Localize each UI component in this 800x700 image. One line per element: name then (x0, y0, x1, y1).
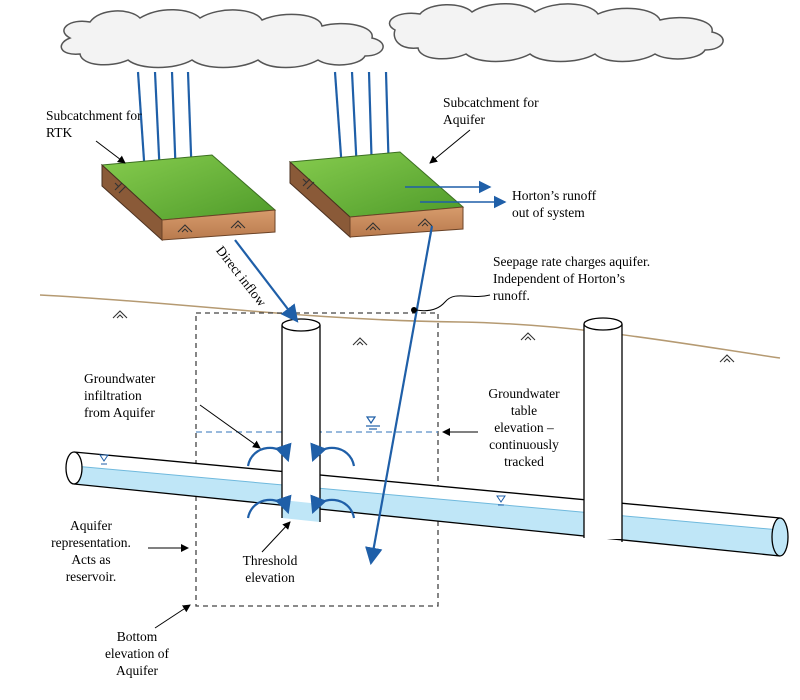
label-line: Subcatchment for (443, 95, 539, 110)
label-line: Groundwater (488, 386, 560, 401)
label-horton-runoff: Horton’s runoff out of system (512, 187, 596, 221)
water-level-icon (365, 416, 380, 430)
direct-inflow-arrow (234, 239, 299, 323)
aquifer-box (195, 312, 439, 607)
manhole-right (583, 317, 623, 542)
seepage-arrow (365, 225, 434, 566)
label-subcatchment-rtk: Subcatchment for RTK (46, 107, 142, 141)
label-line: Independent of Horton’s (493, 271, 625, 286)
pipe (65, 451, 789, 557)
label-line: Groundwater (84, 371, 156, 386)
label-line: Aquifer (70, 518, 112, 533)
label-threshold-elevation: Threshold elevation (230, 552, 310, 586)
label-line: Acts as (71, 552, 111, 567)
leader-lines (95, 129, 491, 629)
horton-runoff-arrows (405, 180, 507, 209)
label-bottom-elevation: Bottom elevation of Aquifer (92, 628, 182, 679)
label-line: runoff. (493, 288, 530, 303)
label-groundwater-table: Groundwater table elevation – continuous… (478, 385, 570, 470)
label-line: Aquifer (116, 663, 158, 678)
manhole-left (281, 318, 321, 522)
label-line: Aquifer (443, 112, 485, 127)
seepage-marker (411, 307, 417, 313)
subcatchment-block-rtk (100, 154, 277, 242)
label-line: RTK (46, 125, 73, 140)
label-line: infiltration (84, 388, 142, 403)
label-line: Bottom (116, 629, 158, 644)
soil-hatch-icon (112, 178, 735, 363)
label-line: out of system (512, 205, 585, 220)
label-groundwater-infiltration: Groundwater infiltration from Aquifer (84, 370, 155, 421)
label-line: Threshold (242, 553, 298, 568)
label-line: elevation – (494, 420, 554, 435)
label-line: Subcatchment for (46, 108, 142, 123)
infiltration-arc-icon (246, 442, 356, 519)
label-line: Seepage rate charges aquifer. (493, 254, 651, 269)
label-line: table (510, 403, 538, 418)
label-line: from Aquifer (84, 405, 155, 420)
label-line: Horton’s runoff (512, 188, 597, 203)
label-subcatchment-aquifer: Subcatchment for Aquifer (443, 94, 539, 128)
label-seepage: Seepage rate charges aquifer. Independen… (493, 253, 650, 304)
label-line: elevation of (104, 646, 170, 661)
label-aquifer-representation: Aquifer representation. Acts as reservoi… (36, 517, 146, 585)
rain-lines (136, 71, 391, 182)
ground-surface-line (39, 294, 781, 359)
label-line: continuously (489, 437, 559, 452)
label-line: reservoir. (65, 569, 117, 584)
label-line: elevation (245, 570, 295, 585)
subcatchment-block-aquifer (288, 151, 465, 239)
label-line: representation. (51, 535, 131, 550)
label-line: tracked (504, 454, 544, 469)
cloud-icon (60, 3, 724, 69)
